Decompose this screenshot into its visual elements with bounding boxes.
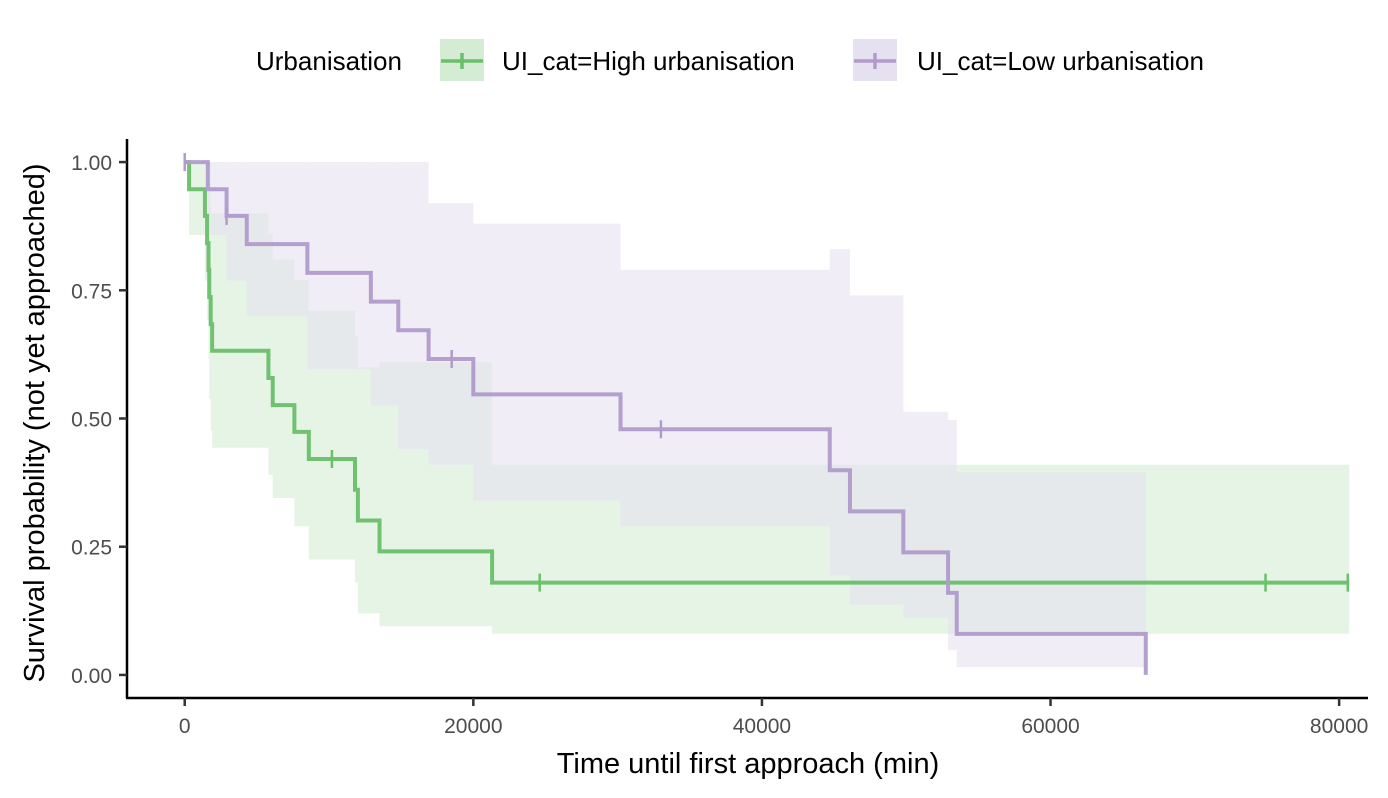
confidence-bands <box>189 162 1350 668</box>
legend-entry-high-urbanisation: UI_cat=High urbanisation <box>440 39 795 81</box>
legend: Urbanisation UI_cat=High urbanisation UI… <box>256 39 1204 81</box>
ci-band-low-5 <box>370 162 399 406</box>
survival-curve-low <box>184 160 1148 675</box>
legend-label-high-urbanisation: UI_cat=High urbanisation <box>502 46 795 76</box>
ci-band-low-9 <box>620 269 830 527</box>
survival-curves <box>184 160 1350 675</box>
y-tick-label-0: 0.00 <box>71 665 112 688</box>
ci-band-low-12 <box>903 411 949 618</box>
ci-band-high-9 <box>272 259 295 498</box>
ci-band-low-14 <box>956 472 1146 668</box>
censor-marks <box>183 153 1350 592</box>
y-tick-label-4: 1.00 <box>71 152 112 175</box>
legend-entry-low-urbanisation: UI_cat=Low urbanisation <box>853 39 1204 81</box>
ci-band-low-1 <box>207 162 227 235</box>
x-tick-label-2: 40000 <box>733 715 791 738</box>
ci-band-low-10 <box>829 249 850 576</box>
survival-curve-high <box>184 160 1350 585</box>
y-tick-label-1: 0.25 <box>71 537 112 560</box>
legend-label-low-urbanisation: UI_cat=Low urbanisation <box>917 46 1204 76</box>
x-axis-title: Time until first approach (min) <box>557 748 939 780</box>
ci-band-low-4 <box>307 162 371 370</box>
x-axis-ticks: 0 20000 40000 60000 80000 <box>179 698 1368 738</box>
x-tick-label-1: 20000 <box>444 715 502 738</box>
y-axis-title: Survival probability (not yet approached… <box>19 163 51 682</box>
legend-title: Urbanisation <box>256 46 402 76</box>
ci-band-low-7 <box>428 203 474 465</box>
ci-band-high-10 <box>294 280 309 527</box>
y-tick-label-3: 0.75 <box>71 280 112 303</box>
ci-band-high-1 <box>189 162 205 235</box>
ci-band-low-6 <box>398 162 429 450</box>
ci-band-low-3 <box>246 162 308 316</box>
ci-band-low-13 <box>948 420 957 651</box>
ci-band-high-8 <box>268 233 273 475</box>
x-tick-label-0: 0 <box>179 715 191 738</box>
y-axis-ticks: 0.00 0.25 0.50 0.75 1.00 <box>71 152 127 688</box>
ci-band-low-2 <box>226 162 247 281</box>
y-tick-label-2: 0.50 <box>71 409 112 432</box>
ci-band-low-11 <box>849 295 904 605</box>
ci-band-high-13 <box>357 367 380 614</box>
x-tick-label-4: 80000 <box>1310 715 1368 738</box>
ci-band-low-8 <box>473 223 621 501</box>
x-tick-label-3: 60000 <box>1021 715 1079 738</box>
